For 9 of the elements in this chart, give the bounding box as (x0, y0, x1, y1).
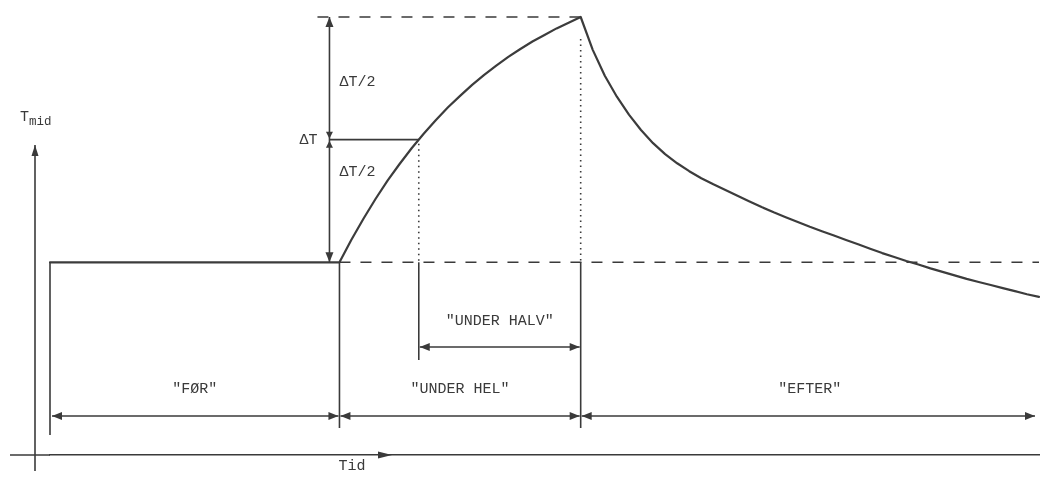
annotation: "FØR" (172, 381, 218, 398)
annotation: ΔT/2 (339, 73, 376, 91)
x-axis-title: Tid (338, 458, 366, 475)
annotation: ΔT/2 (339, 163, 376, 181)
y-axis-title: T$_{mid}$ (20, 109, 52, 131)
annotation: "UNDER HALV" (445, 313, 554, 330)
annotation: "EFTER" (778, 381, 842, 398)
annotation: ΔT (299, 131, 318, 149)
annotation: "UNDER HEL" (410, 381, 510, 398)
